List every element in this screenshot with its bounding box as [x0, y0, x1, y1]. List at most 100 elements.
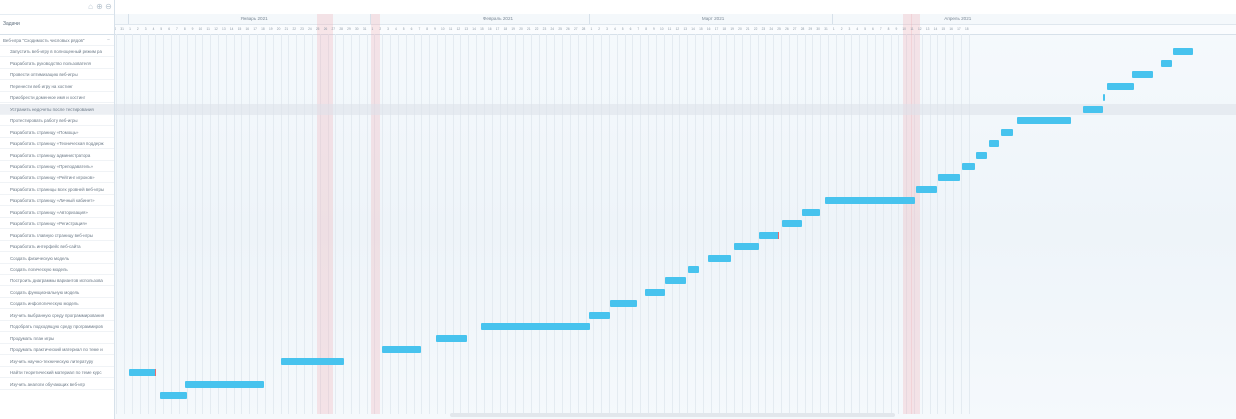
task-row[interactable]: Найти теоретический материал по теме кур…	[0, 367, 114, 379]
task-bar[interactable]	[645, 288, 665, 296]
task-row[interactable]: Разработать страницу «Рейтинг игроков»	[0, 172, 114, 184]
task-row[interactable]: Изучить научно-техническую литературу	[0, 356, 114, 367]
task-row[interactable]: Разработать интерфейс веб-сайта	[0, 241, 114, 253]
task-bar[interactable]	[160, 391, 187, 399]
horizontal-scrollbar[interactable]	[450, 413, 895, 417]
task-bar[interactable]	[588, 311, 610, 319]
grid-line	[436, 34, 438, 414]
task-row[interactable]: Разработать страницу «Техническая поддер…	[0, 138, 114, 150]
task-bar[interactable]	[975, 151, 987, 159]
task-bar[interactable]	[664, 277, 686, 285]
task-row[interactable]: Продумать план игры	[0, 333, 114, 344]
task-row[interactable]: Создать инфологическую модель	[0, 298, 114, 310]
task-row[interactable]: Разработать руководство пользователя	[0, 58, 114, 69]
task-bar[interactable]	[435, 334, 467, 342]
task-row[interactable]: Создать функциональную модель	[0, 287, 114, 298]
zoom-in-icon[interactable]: ⊕	[96, 2, 103, 11]
task-row[interactable]: Изучить аналоги обучающих веб-игр	[0, 379, 114, 390]
day-label: 4	[613, 27, 616, 31]
grid-line	[827, 34, 829, 414]
task-bar[interactable]	[1172, 48, 1193, 56]
collapse-icon[interactable]: −	[107, 37, 110, 43]
task-row[interactable]: Подобрать подходящую среду программиров	[0, 321, 114, 333]
task-row[interactable]: Перенести веб игру на хостинг	[0, 81, 114, 92]
task-bar[interactable]	[129, 369, 156, 377]
grid-line	[124, 34, 126, 414]
day-label: 17	[957, 27, 961, 31]
day-label: 30	[816, 27, 820, 31]
task-bar[interactable]	[961, 162, 976, 170]
task-bar[interactable]	[688, 266, 700, 273]
task-bar[interactable]	[1103, 94, 1105, 102]
task-bar[interactable]	[915, 185, 937, 193]
task-bar[interactable]	[759, 231, 779, 239]
task-bar[interactable]	[781, 220, 802, 228]
task-row[interactable]: Приобрести доменное имя и хостинг	[0, 92, 114, 104]
task-bar[interactable]	[480, 323, 591, 331]
task-bar[interactable]	[1132, 71, 1154, 79]
task-bar[interactable]	[381, 346, 422, 354]
task-row[interactable]: Запустить веб-игру в полноценный режим р…	[0, 46, 114, 58]
task-bar[interactable]	[1016, 117, 1072, 125]
task-row[interactable]: Создать логическую модель	[0, 264, 114, 275]
task-label: Разработать главную страницу веб-игры	[10, 232, 93, 238]
grid-line	[679, 34, 681, 414]
day-label: 5	[864, 27, 866, 31]
grid-line	[194, 34, 196, 414]
task-row-root[interactable]: Веб-игра "Сходимость числовых рядов" −	[0, 35, 114, 46]
grid-line	[483, 34, 485, 414]
task-row[interactable]: Разработать страницу «Помощь»	[0, 127, 114, 138]
day-label: 7	[418, 27, 421, 31]
task-bar[interactable]	[938, 174, 961, 182]
task-bar[interactable]	[185, 380, 265, 388]
task-row[interactable]: Протестировать работу веб-игры	[0, 115, 114, 127]
grid-line	[921, 34, 923, 414]
grid-line	[515, 34, 517, 414]
task-bar[interactable]	[609, 300, 638, 308]
task-bar[interactable]	[734, 243, 760, 251]
task-bar[interactable]	[280, 357, 345, 365]
day-label: 22	[292, 27, 296, 31]
task-row[interactable]: Разработать страницу «Личный кабинет»	[0, 195, 114, 207]
day-label: 12	[918, 27, 922, 31]
grid-line	[296, 34, 298, 414]
task-label: Создать логическую модель	[10, 267, 68, 272]
day-label: 12	[675, 27, 680, 31]
day-label: 14	[691, 27, 695, 31]
grid-line	[781, 34, 783, 414]
day-label: 19	[268, 27, 273, 31]
task-bar[interactable]	[1083, 105, 1103, 113]
task-row[interactable]: Разработать страницу «Регистрация»	[0, 218, 114, 230]
grid-line	[452, 34, 454, 414]
home-icon[interactable]: ⌂	[88, 2, 93, 11]
timeline-top-strip	[115, 0, 1236, 15]
task-row[interactable]: Разработать страницу «Преподаватель»	[0, 161, 114, 172]
task-row[interactable]: Разработать страницу администратора	[0, 150, 114, 161]
task-row[interactable]: Разработать главную страницу веб-игры	[0, 230, 114, 241]
task-label: Перенести веб игру на хостинг	[10, 83, 73, 89]
task-label: Построить диаграммы вариантов использова	[10, 278, 103, 284]
task-row[interactable]: Устранить недочеты после тестирования	[0, 103, 114, 115]
task-bar[interactable]	[1000, 128, 1013, 136]
task-row[interactable]: Продумать практический материал по теме …	[0, 344, 114, 356]
task-bar[interactable]	[801, 208, 821, 216]
task-row[interactable]: Построить диаграммы вариантов использова	[0, 275, 114, 287]
task-row[interactable]: Создать физическую модель	[0, 253, 114, 264]
task-row[interactable]: Изучить выбранную среду программирования	[0, 310, 114, 321]
day-label: 18	[964, 27, 969, 31]
zoom-out-icon[interactable]: ⊖	[105, 2, 112, 11]
task-bar[interactable]	[989, 140, 1000, 148]
task-bar[interactable]	[1161, 59, 1173, 67]
task-row[interactable]: Разработать страницу «Авторизация»	[0, 207, 114, 218]
grid-line	[444, 34, 446, 414]
task-row[interactable]: Провести оптимизацию веб-игры	[0, 69, 114, 81]
task-row[interactable]: Разработать страницы всех уровней веб-иг…	[0, 184, 114, 195]
task-bar[interactable]	[1106, 82, 1134, 90]
task-bar[interactable]	[707, 254, 732, 262]
day-label: 7	[176, 27, 178, 31]
task-label: Разработать страницу администратора	[10, 152, 91, 158]
grid-line	[953, 34, 955, 414]
task-bar[interactable]	[824, 197, 915, 205]
selected-row-band	[115, 103, 1236, 115]
